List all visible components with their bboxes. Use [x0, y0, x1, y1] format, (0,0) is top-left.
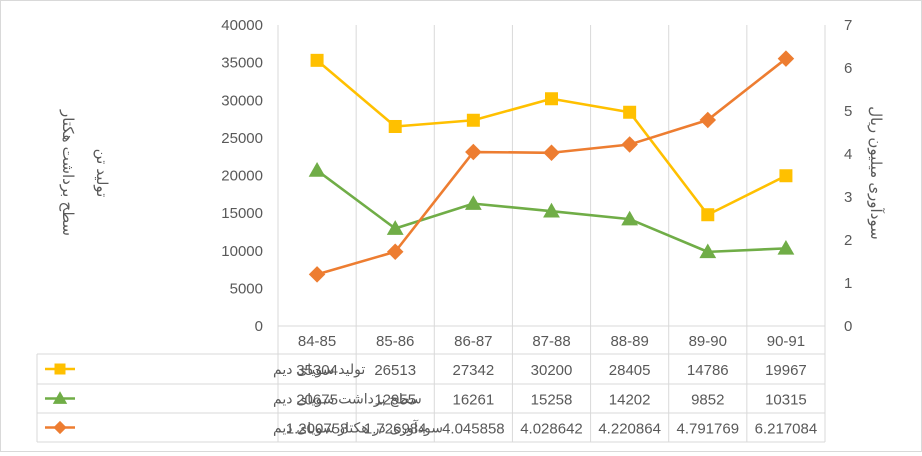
- legend-key-marker: [52, 391, 68, 404]
- x-category-label: 86-87: [454, 333, 492, 350]
- series-3-point: [699, 111, 717, 129]
- x-category-label: 84-85: [298, 333, 336, 350]
- y-left-axis-title: تولید تن سطح برداشت هکتار: [59, 109, 110, 236]
- y-right-tick-label: 2: [844, 232, 852, 249]
- y-right-axis-title: سودآوری میلیون ریال: [867, 106, 885, 239]
- y-right-tick-label: 4: [844, 146, 852, 163]
- y-left-tick-label: 20000: [221, 168, 263, 185]
- y-left-axis-title-line: سطح برداشت هکتار: [59, 109, 76, 236]
- table-cell-value: 4.045858: [442, 421, 505, 438]
- series-2-point: [386, 220, 404, 235]
- series-3-point: [465, 143, 482, 161]
- series-line-1: [316, 59, 787, 217]
- x-category-label: 88-89: [610, 333, 648, 350]
- legend-series-name: تولید سویای دیم: [273, 361, 365, 378]
- series-3-point: [543, 144, 560, 162]
- y-right-tick-label: 6: [844, 60, 852, 77]
- series-2-point: [699, 243, 717, 259]
- series-2-point: [308, 162, 326, 177]
- y-left-tick-label: 25000: [221, 130, 263, 147]
- y-left-tick-label: 0: [255, 318, 263, 335]
- table-cell-value: 4.791769: [676, 421, 739, 438]
- x-category-label: 87-88: [532, 333, 570, 350]
- y-right-tick-label: 5: [844, 103, 852, 120]
- y-left-tick-label: 30000: [221, 92, 263, 109]
- table-cell-value: 16261: [452, 392, 494, 409]
- x-category-label: 90-91: [767, 333, 805, 350]
- series-1-point: [466, 113, 480, 127]
- table-cell-value: 30200: [531, 362, 573, 379]
- legend-key-marker: [53, 420, 67, 435]
- series-3-point: [308, 266, 326, 283]
- y-right-tick-label: 3: [844, 189, 852, 206]
- x-category-label: 85-86: [376, 333, 414, 350]
- y-left-axis-title-line: تولید تن: [93, 149, 110, 198]
- table-cell-value: 35304: [296, 362, 338, 379]
- y-left-tick-label: 15000: [221, 205, 263, 222]
- y-right-tick-label: 1: [844, 275, 852, 292]
- series-1-point: [545, 92, 558, 106]
- table-cell-value: 4.028642: [520, 421, 583, 438]
- legend-series-name: سودآوری در هکتار سویای دیم: [273, 420, 443, 437]
- y-right-tick-label: 7: [844, 17, 852, 34]
- series-1-point: [779, 169, 793, 183]
- series-2-point: [621, 210, 639, 226]
- table-cell-value: 27342: [452, 362, 494, 379]
- y-left-tick-label: 35000: [221, 55, 263, 72]
- series-2-point: [777, 239, 795, 255]
- legend-series-name: سطح برداشت سویای دیم: [273, 391, 422, 408]
- table-cell-value: 10315: [765, 392, 807, 409]
- table-cell-value: 28405: [609, 362, 651, 379]
- table-cell-value: 1.200758: [286, 421, 349, 438]
- table-cell-value: 9852: [691, 392, 724, 409]
- table-cell-value: 15258: [531, 392, 573, 409]
- table-cell-value: 1.726984: [364, 421, 427, 438]
- y-right-tick-label: 0: [844, 318, 852, 335]
- series-line-3: [316, 57, 787, 276]
- table-cell-value: 6.217084: [755, 421, 818, 438]
- y-left-tick-label: 40000: [221, 17, 263, 34]
- table-cell-value: 14202: [609, 392, 651, 409]
- table-cell-value: 19967: [765, 362, 807, 379]
- table-cell-value: 12955: [374, 392, 416, 409]
- series-2-point: [464, 195, 482, 210]
- y-left-tick-label: 10000: [221, 243, 263, 260]
- table-cell-value: 4.220864: [598, 421, 661, 438]
- series-1-point: [701, 208, 715, 222]
- series-3-point: [386, 243, 404, 260]
- x-category-label: 89-90: [689, 333, 727, 350]
- table-cell-value: 14786: [687, 362, 729, 379]
- series-3-point: [777, 50, 795, 67]
- series-1-point: [623, 105, 637, 119]
- series-3-point: [621, 136, 638, 153]
- series-2-point: [543, 202, 560, 218]
- table-cell-value: 26513: [374, 362, 416, 379]
- legend-key-marker: [54, 363, 66, 375]
- table-cell-value: 20675: [296, 392, 338, 409]
- series-1-point: [310, 53, 324, 67]
- y-left-tick-label: 5000: [230, 280, 263, 297]
- series-1-point: [388, 119, 402, 133]
